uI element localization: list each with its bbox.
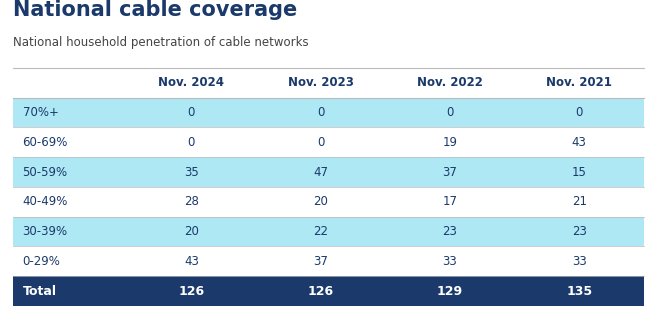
Text: 20: 20 (313, 195, 328, 208)
Text: 37: 37 (313, 255, 328, 268)
Bar (127, 276, 256, 306)
Bar (514, 187, 644, 217)
Bar (13, 127, 127, 157)
Bar (385, 276, 514, 306)
Bar (385, 127, 514, 157)
Bar (256, 98, 385, 127)
Text: 22: 22 (313, 225, 328, 238)
Bar (13, 276, 127, 306)
Bar (256, 127, 385, 157)
Text: 0: 0 (188, 136, 195, 149)
Bar (127, 217, 256, 247)
Bar (514, 217, 644, 247)
Text: Total: Total (22, 285, 57, 298)
Bar (256, 187, 385, 217)
Bar (514, 247, 644, 276)
Text: 126: 126 (307, 285, 334, 298)
Text: 28: 28 (184, 195, 199, 208)
Bar (256, 217, 385, 247)
Bar (385, 187, 514, 217)
Bar (514, 157, 644, 187)
Bar (13, 68, 127, 98)
Bar (127, 157, 256, 187)
Text: 23: 23 (572, 225, 587, 238)
Text: 33: 33 (443, 255, 457, 268)
Bar (127, 68, 256, 98)
Text: 129: 129 (437, 285, 463, 298)
Text: 30-39%: 30-39% (22, 225, 68, 238)
Bar (256, 247, 385, 276)
Text: 23: 23 (442, 225, 457, 238)
Text: Nov. 2021: Nov. 2021 (546, 76, 612, 89)
Bar (127, 187, 256, 217)
Bar (256, 68, 385, 98)
Bar (385, 247, 514, 276)
Text: National household penetration of cable networks: National household penetration of cable … (13, 36, 309, 49)
Text: Nov. 2022: Nov. 2022 (417, 76, 483, 89)
Text: 47: 47 (313, 166, 328, 179)
Bar (385, 157, 514, 187)
Bar (127, 98, 256, 127)
Text: 43: 43 (184, 255, 199, 268)
Text: 19: 19 (442, 136, 457, 149)
Bar (13, 157, 127, 187)
Text: 35: 35 (184, 166, 198, 179)
Bar (127, 127, 256, 157)
Text: 126: 126 (178, 285, 204, 298)
Text: 0-29%: 0-29% (22, 255, 60, 268)
Text: 17: 17 (442, 195, 457, 208)
Text: 0: 0 (576, 106, 583, 119)
Bar (13, 98, 127, 127)
Bar (385, 68, 514, 98)
Text: 43: 43 (572, 136, 587, 149)
Bar (256, 276, 385, 306)
Text: Nov. 2023: Nov. 2023 (288, 76, 353, 89)
Bar (514, 127, 644, 157)
Text: 70%+: 70%+ (22, 106, 58, 119)
Text: 33: 33 (572, 255, 587, 268)
Text: 135: 135 (566, 285, 592, 298)
Bar (514, 98, 644, 127)
Text: 15: 15 (572, 166, 587, 179)
Bar (13, 187, 127, 217)
Text: 50-59%: 50-59% (22, 166, 68, 179)
Text: Nov. 2024: Nov. 2024 (158, 76, 224, 89)
Text: 21: 21 (572, 195, 587, 208)
Text: 20: 20 (184, 225, 199, 238)
Bar (256, 157, 385, 187)
Text: 0: 0 (317, 136, 325, 149)
Text: National cable coverage: National cable coverage (13, 0, 298, 20)
Bar (514, 276, 644, 306)
Text: 40-49%: 40-49% (22, 195, 68, 208)
Text: 60-69%: 60-69% (22, 136, 68, 149)
Text: 37: 37 (442, 166, 457, 179)
Text: 0: 0 (446, 106, 453, 119)
Bar (13, 217, 127, 247)
Text: 0: 0 (188, 106, 195, 119)
Bar (514, 68, 644, 98)
Text: 0: 0 (317, 106, 325, 119)
Bar (385, 217, 514, 247)
Bar (385, 98, 514, 127)
Bar (127, 247, 256, 276)
Bar (13, 247, 127, 276)
